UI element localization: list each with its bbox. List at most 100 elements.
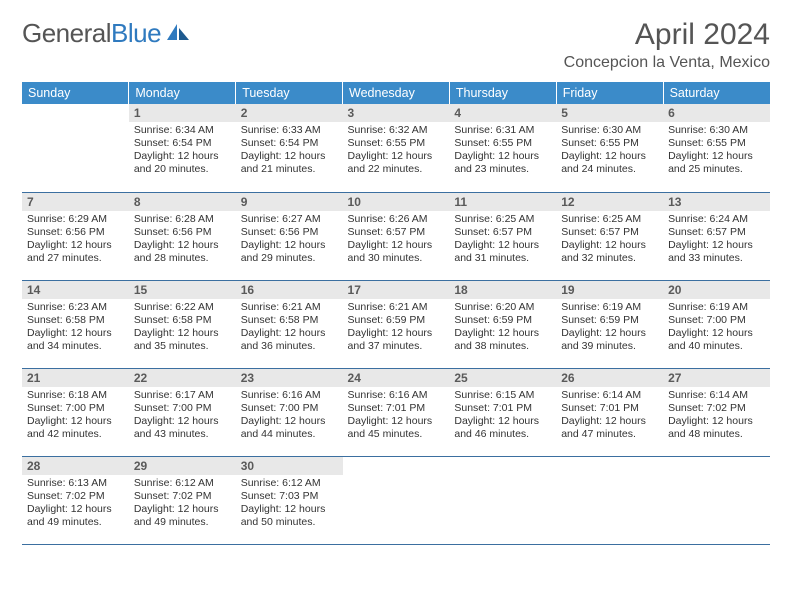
day-number: 6 — [663, 104, 770, 122]
daylight-line: Daylight: 12 hours and 49 minutes. — [27, 503, 124, 529]
sunrise-line: Sunrise: 6:12 AM — [241, 477, 338, 490]
calendar-body: 1Sunrise: 6:34 AMSunset: 6:54 PMDaylight… — [22, 104, 770, 544]
day-number: 3 — [343, 104, 450, 122]
sunset-line: Sunset: 6:57 PM — [561, 226, 658, 239]
daylight-line: Daylight: 12 hours and 47 minutes. — [561, 415, 658, 441]
day-cell: 15Sunrise: 6:22 AMSunset: 6:58 PMDayligh… — [129, 280, 236, 368]
daylight-line: Daylight: 12 hours and 40 minutes. — [668, 327, 765, 353]
day-details: Sunrise: 6:34 AMSunset: 6:54 PMDaylight:… — [129, 122, 236, 181]
day-cell: 30Sunrise: 6:12 AMSunset: 7:03 PMDayligh… — [236, 456, 343, 544]
sunrise-line: Sunrise: 6:30 AM — [561, 124, 658, 137]
daylight-line: Daylight: 12 hours and 33 minutes. — [668, 239, 765, 265]
day-details: Sunrise: 6:32 AMSunset: 6:55 PMDaylight:… — [343, 122, 450, 181]
sunset-line: Sunset: 6:59 PM — [454, 314, 551, 327]
day-details: Sunrise: 6:19 AMSunset: 7:00 PMDaylight:… — [663, 299, 770, 358]
sunrise-line: Sunrise: 6:26 AM — [348, 213, 445, 226]
day-header-row: Sunday Monday Tuesday Wednesday Thursday… — [22, 82, 770, 104]
day-number: 28 — [22, 457, 129, 475]
day-cell: 16Sunrise: 6:21 AMSunset: 6:58 PMDayligh… — [236, 280, 343, 368]
daylight-line: Daylight: 12 hours and 46 minutes. — [454, 415, 551, 441]
day-header: Tuesday — [236, 82, 343, 104]
day-header: Thursday — [449, 82, 556, 104]
sunset-line: Sunset: 7:01 PM — [561, 402, 658, 415]
daylight-line: Daylight: 12 hours and 25 minutes. — [668, 150, 765, 176]
daylight-line: Daylight: 12 hours and 36 minutes. — [241, 327, 338, 353]
sunset-line: Sunset: 6:55 PM — [561, 137, 658, 150]
sunset-line: Sunset: 6:56 PM — [134, 226, 231, 239]
daylight-line: Daylight: 12 hours and 37 minutes. — [348, 327, 445, 353]
day-details: Sunrise: 6:28 AMSunset: 6:56 PMDaylight:… — [129, 211, 236, 270]
sunrise-line: Sunrise: 6:34 AM — [134, 124, 231, 137]
day-cell: 18Sunrise: 6:20 AMSunset: 6:59 PMDayligh… — [449, 280, 556, 368]
calendar-page: GeneralBlue April 2024 Concepcion la Ven… — [0, 0, 792, 555]
day-details: Sunrise: 6:21 AMSunset: 6:59 PMDaylight:… — [343, 299, 450, 358]
sunset-line: Sunset: 6:57 PM — [668, 226, 765, 239]
daylight-line: Daylight: 12 hours and 39 minutes. — [561, 327, 658, 353]
day-cell: 26Sunrise: 6:14 AMSunset: 7:01 PMDayligh… — [556, 368, 663, 456]
day-details: Sunrise: 6:18 AMSunset: 7:00 PMDaylight:… — [22, 387, 129, 446]
daylight-line: Daylight: 12 hours and 31 minutes. — [454, 239, 551, 265]
sunset-line: Sunset: 7:03 PM — [241, 490, 338, 503]
sunrise-line: Sunrise: 6:15 AM — [454, 389, 551, 402]
sunset-line: Sunset: 6:59 PM — [348, 314, 445, 327]
sunset-line: Sunset: 6:58 PM — [27, 314, 124, 327]
sunset-line: Sunset: 6:55 PM — [668, 137, 765, 150]
day-cell: 2Sunrise: 6:33 AMSunset: 6:54 PMDaylight… — [236, 104, 343, 192]
daylight-line: Daylight: 12 hours and 43 minutes. — [134, 415, 231, 441]
day-details: Sunrise: 6:22 AMSunset: 6:58 PMDaylight:… — [129, 299, 236, 358]
day-number: 20 — [663, 281, 770, 299]
day-cell: 12Sunrise: 6:25 AMSunset: 6:57 PMDayligh… — [556, 192, 663, 280]
month-title: April 2024 — [564, 18, 770, 52]
day-cell: 7Sunrise: 6:29 AMSunset: 6:56 PMDaylight… — [22, 192, 129, 280]
day-details: Sunrise: 6:25 AMSunset: 6:57 PMDaylight:… — [449, 211, 556, 270]
sunset-line: Sunset: 6:54 PM — [134, 137, 231, 150]
day-details: Sunrise: 6:29 AMSunset: 6:56 PMDaylight:… — [22, 211, 129, 270]
sunrise-line: Sunrise: 6:21 AM — [348, 301, 445, 314]
logo-text-gray: General — [22, 18, 111, 49]
day-details: Sunrise: 6:26 AMSunset: 6:57 PMDaylight:… — [343, 211, 450, 270]
sunrise-line: Sunrise: 6:28 AM — [134, 213, 231, 226]
day-number: 14 — [22, 281, 129, 299]
sunrise-line: Sunrise: 6:19 AM — [561, 301, 658, 314]
header: GeneralBlue April 2024 Concepcion la Ven… — [22, 18, 770, 72]
day-details: Sunrise: 6:14 AMSunset: 7:02 PMDaylight:… — [663, 387, 770, 446]
sunset-line: Sunset: 6:56 PM — [241, 226, 338, 239]
sunset-line: Sunset: 6:58 PM — [241, 314, 338, 327]
day-header: Monday — [129, 82, 236, 104]
day-cell: 11Sunrise: 6:25 AMSunset: 6:57 PMDayligh… — [449, 192, 556, 280]
sunset-line: Sunset: 7:00 PM — [27, 402, 124, 415]
day-cell: 10Sunrise: 6:26 AMSunset: 6:57 PMDayligh… — [343, 192, 450, 280]
day-number: 21 — [22, 369, 129, 387]
day-cell: 22Sunrise: 6:17 AMSunset: 7:00 PMDayligh… — [129, 368, 236, 456]
sunset-line: Sunset: 6:54 PM — [241, 137, 338, 150]
sunrise-line: Sunrise: 6:19 AM — [668, 301, 765, 314]
day-number: 29 — [129, 457, 236, 475]
sunrise-line: Sunrise: 6:14 AM — [668, 389, 765, 402]
daylight-line: Daylight: 12 hours and 24 minutes. — [561, 150, 658, 176]
day-number: 22 — [129, 369, 236, 387]
sail-icon — [165, 18, 191, 49]
day-number: 30 — [236, 457, 343, 475]
sunset-line: Sunset: 7:01 PM — [454, 402, 551, 415]
sunrise-line: Sunrise: 6:25 AM — [454, 213, 551, 226]
sunrise-line: Sunrise: 6:16 AM — [241, 389, 338, 402]
sunset-line: Sunset: 6:57 PM — [454, 226, 551, 239]
day-cell: 25Sunrise: 6:15 AMSunset: 7:01 PMDayligh… — [449, 368, 556, 456]
sunrise-line: Sunrise: 6:18 AM — [27, 389, 124, 402]
location: Concepcion la Venta, Mexico — [564, 54, 770, 72]
sunset-line: Sunset: 6:59 PM — [561, 314, 658, 327]
sunrise-line: Sunrise: 6:24 AM — [668, 213, 765, 226]
day-header: Sunday — [22, 82, 129, 104]
daylight-line: Daylight: 12 hours and 38 minutes. — [454, 327, 551, 353]
day-number: 2 — [236, 104, 343, 122]
daylight-line: Daylight: 12 hours and 27 minutes. — [27, 239, 124, 265]
week-row: 7Sunrise: 6:29 AMSunset: 6:56 PMDaylight… — [22, 192, 770, 280]
week-row: 28Sunrise: 6:13 AMSunset: 7:02 PMDayligh… — [22, 456, 770, 544]
sunrise-line: Sunrise: 6:22 AM — [134, 301, 231, 314]
sunset-line: Sunset: 6:58 PM — [134, 314, 231, 327]
day-header: Wednesday — [343, 82, 450, 104]
day-number: 7 — [22, 193, 129, 211]
day-number: 18 — [449, 281, 556, 299]
day-number: 12 — [556, 193, 663, 211]
day-number: 9 — [236, 193, 343, 211]
